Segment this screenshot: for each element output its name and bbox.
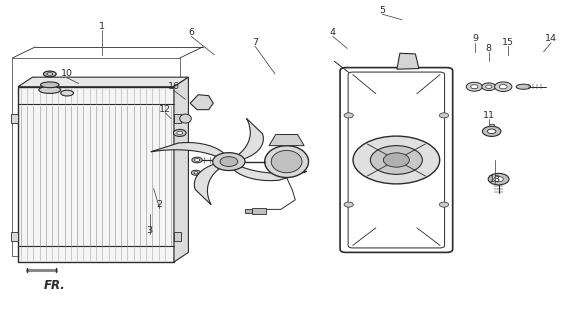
Circle shape	[439, 202, 449, 207]
Circle shape	[494, 177, 503, 182]
Circle shape	[466, 82, 482, 91]
Circle shape	[344, 202, 353, 207]
Text: 5: 5	[379, 6, 385, 15]
Text: 11: 11	[483, 111, 495, 120]
Text: 3: 3	[146, 226, 153, 235]
Circle shape	[371, 146, 422, 174]
Ellipse shape	[61, 90, 74, 96]
Bar	[174, 114, 181, 123]
Circle shape	[344, 113, 353, 118]
Ellipse shape	[43, 71, 56, 77]
Ellipse shape	[195, 159, 200, 161]
Text: 8: 8	[486, 44, 492, 53]
Ellipse shape	[177, 131, 182, 134]
Polygon shape	[397, 53, 419, 69]
Text: 7: 7	[252, 38, 258, 47]
Ellipse shape	[194, 172, 198, 174]
Text: 14: 14	[545, 35, 557, 44]
Bar	[11, 114, 18, 123]
Text: 2: 2	[156, 200, 163, 209]
FancyBboxPatch shape	[340, 68, 453, 252]
Bar	[245, 209, 252, 213]
Text: 10: 10	[61, 69, 73, 78]
Polygon shape	[239, 118, 263, 159]
Text: 12: 12	[159, 105, 171, 114]
Bar	[11, 232, 18, 241]
Ellipse shape	[47, 73, 53, 75]
Ellipse shape	[271, 150, 302, 173]
Circle shape	[383, 153, 409, 167]
Circle shape	[482, 83, 496, 91]
Polygon shape	[174, 77, 188, 262]
Ellipse shape	[516, 84, 531, 89]
Polygon shape	[18, 77, 188, 87]
Text: FR.: FR.	[44, 279, 66, 292]
Circle shape	[488, 173, 509, 185]
Ellipse shape	[192, 157, 202, 163]
Ellipse shape	[265, 146, 309, 178]
Polygon shape	[151, 142, 225, 156]
Ellipse shape	[179, 114, 191, 123]
Polygon shape	[195, 164, 219, 205]
Circle shape	[353, 136, 439, 184]
Polygon shape	[190, 95, 213, 110]
Text: 4: 4	[330, 28, 336, 37]
Polygon shape	[233, 167, 307, 180]
Bar	[18, 87, 174, 262]
Ellipse shape	[191, 170, 200, 175]
Text: 15: 15	[502, 38, 514, 47]
Circle shape	[471, 85, 478, 89]
Circle shape	[482, 126, 501, 136]
Bar	[174, 232, 181, 241]
Text: 16: 16	[168, 82, 180, 91]
Polygon shape	[269, 134, 304, 146]
Text: 9: 9	[472, 35, 478, 44]
Circle shape	[220, 157, 238, 166]
Ellipse shape	[39, 86, 61, 93]
Circle shape	[439, 113, 449, 118]
Bar	[252, 208, 266, 213]
Circle shape	[494, 82, 512, 92]
Bar	[489, 124, 494, 126]
Circle shape	[488, 129, 496, 134]
Circle shape	[486, 85, 492, 88]
Text: 13: 13	[489, 175, 501, 184]
Ellipse shape	[173, 129, 186, 136]
Bar	[12, 58, 179, 256]
Ellipse shape	[41, 82, 59, 88]
Circle shape	[212, 153, 245, 171]
Text: 1: 1	[99, 22, 105, 31]
Circle shape	[499, 84, 507, 89]
Text: 6: 6	[188, 28, 195, 37]
